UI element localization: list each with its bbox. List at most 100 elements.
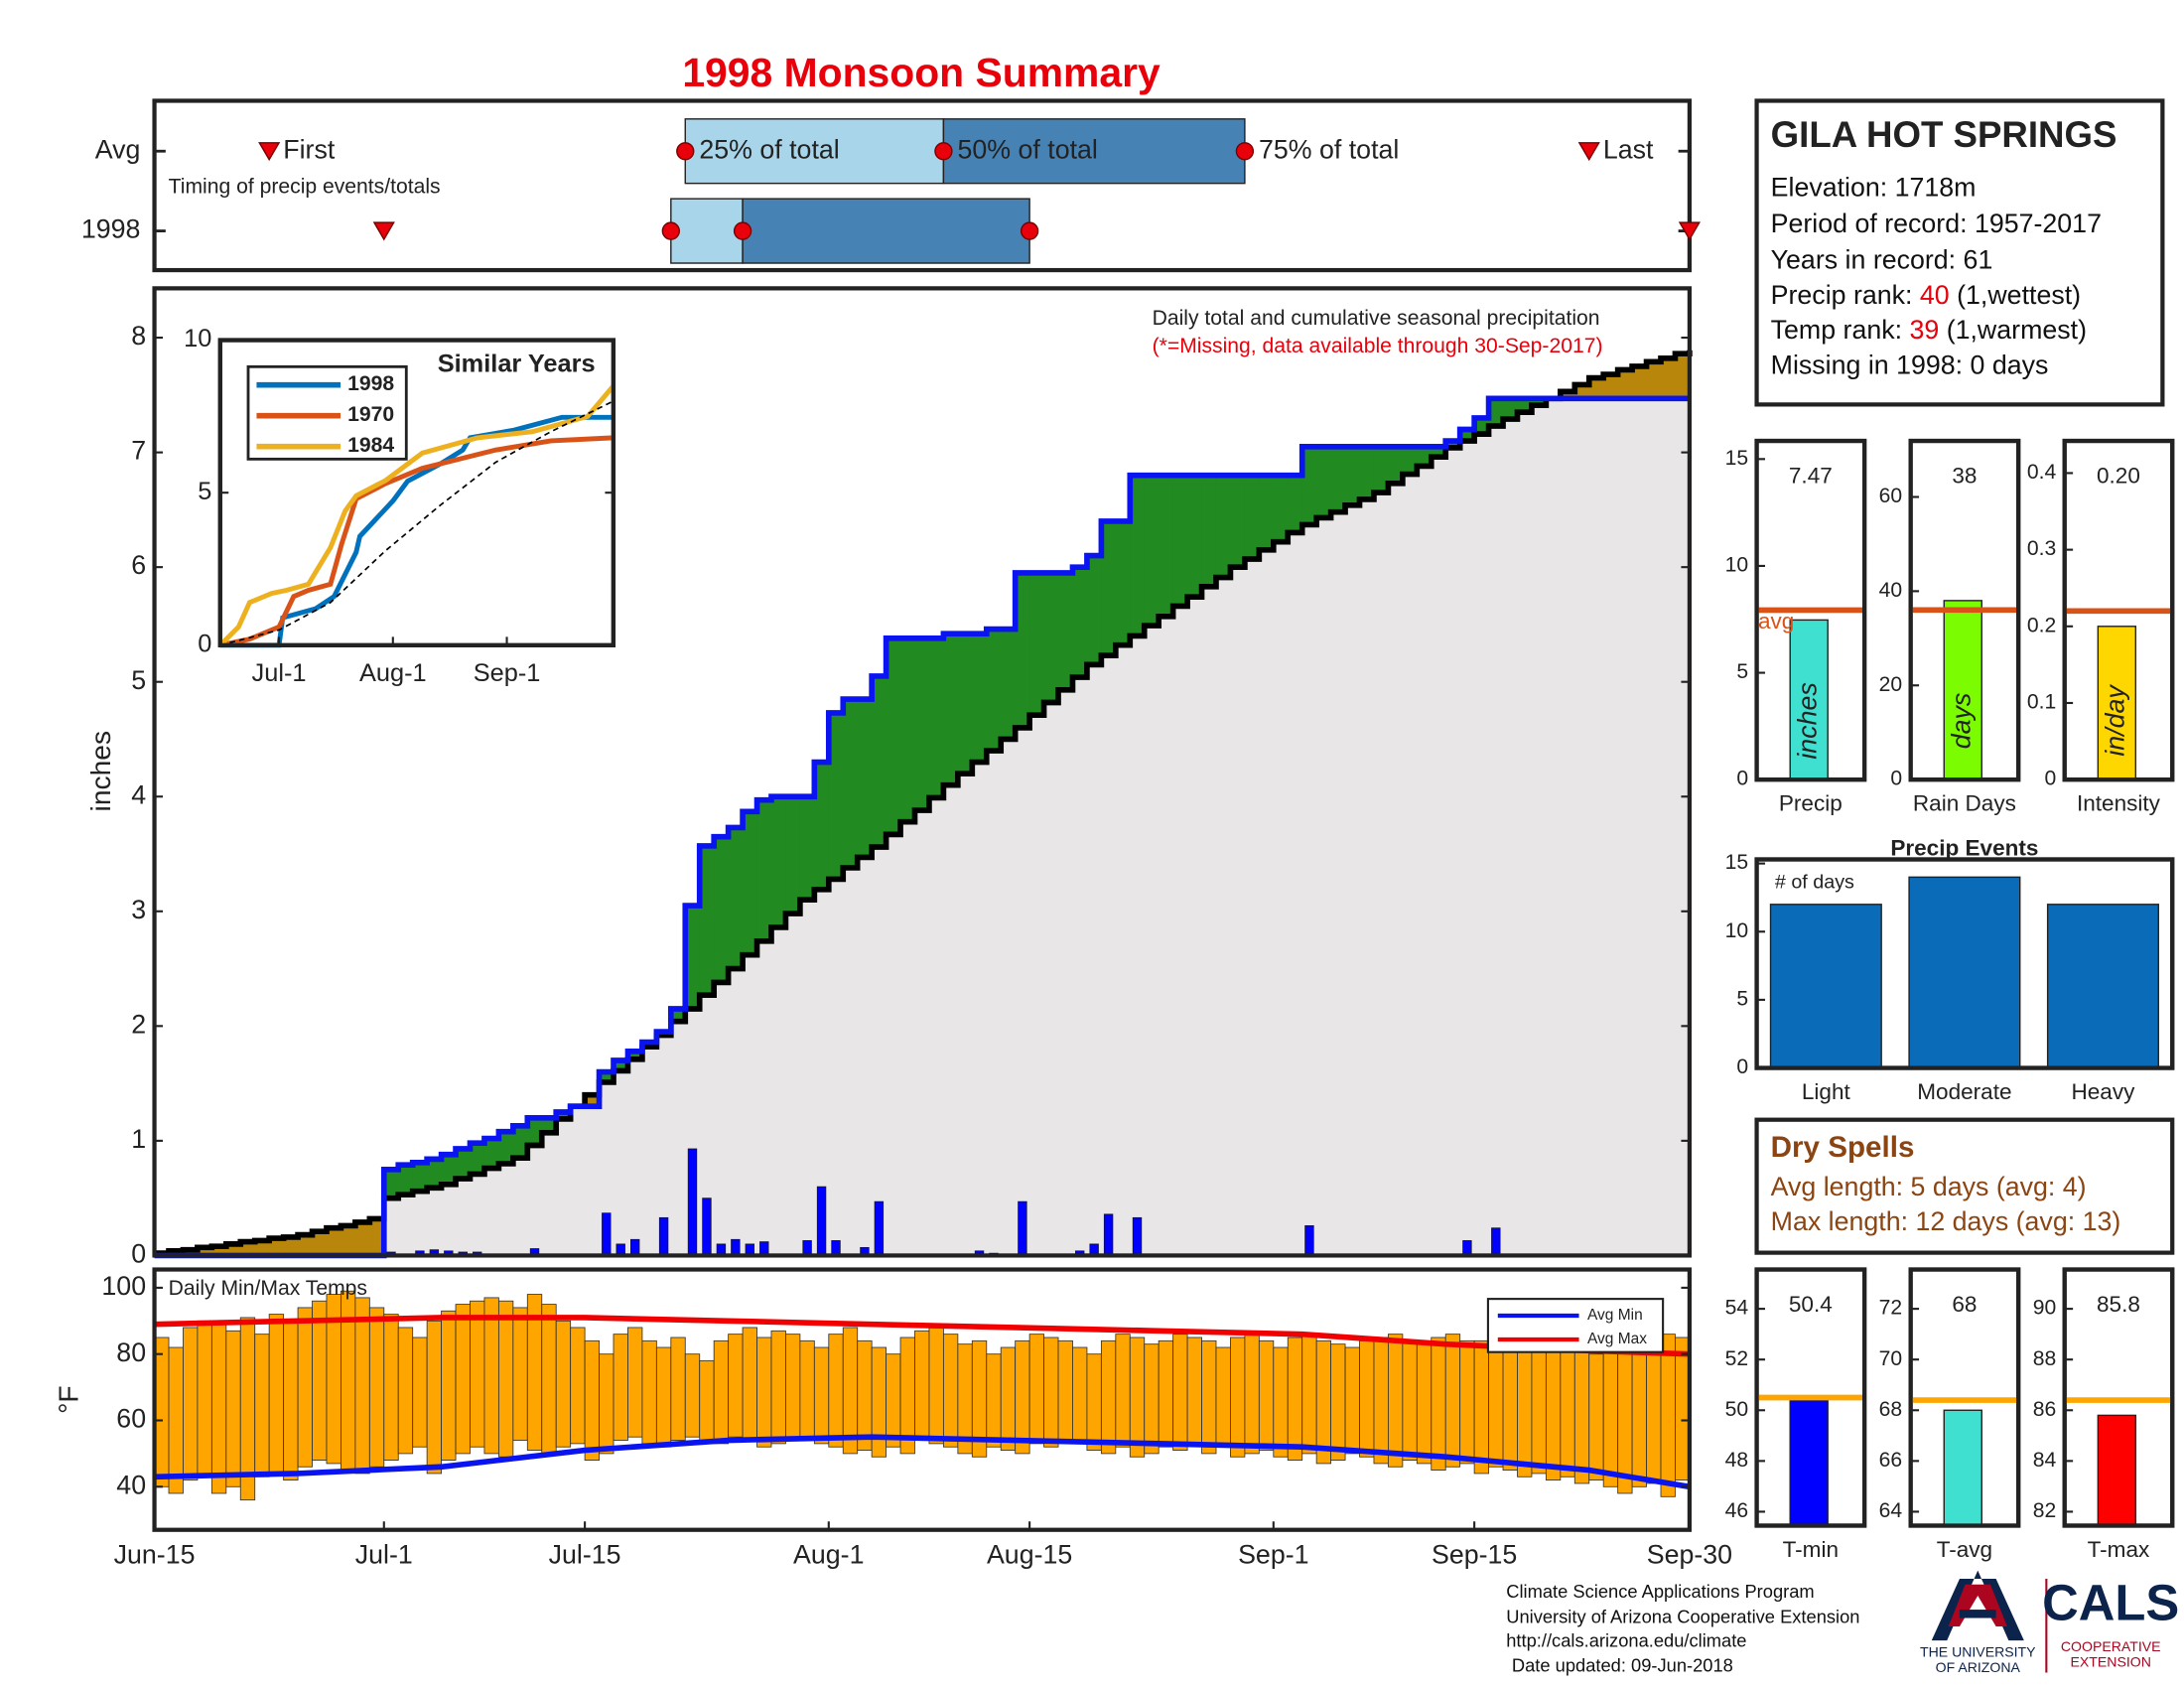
base-fill <box>1159 616 1174 1256</box>
base-fill <box>427 1188 443 1256</box>
cumulative-line <box>154 350 1693 1256</box>
unit-label: days <box>1946 693 1976 750</box>
plot-frame <box>1908 438 2021 782</box>
y-tick-label: 8 <box>131 321 146 351</box>
unit-label: inches <box>1792 682 1822 759</box>
y-tick-label: 5 <box>198 478 211 505</box>
base-fill <box>1058 689 1074 1256</box>
surplus-fill <box>1172 475 1188 607</box>
base-fill <box>1531 405 1548 1256</box>
avg-line <box>154 1434 1691 1490</box>
temp-bar <box>1201 1339 1217 1455</box>
y-tick-label: 5 <box>1736 660 1748 683</box>
timing-triangle <box>1678 221 1702 241</box>
base-fill <box>1187 597 1203 1256</box>
base-fill <box>1244 559 1261 1256</box>
legend-label: Avg Min <box>1587 1307 1643 1324</box>
base-fill <box>627 1058 643 1256</box>
daily-bar <box>731 1238 741 1256</box>
base-fill <box>828 879 845 1256</box>
station-box <box>1754 98 2165 407</box>
base-fill <box>1617 398 1633 1256</box>
temp-bar <box>483 1297 499 1455</box>
value-label: 50.4 <box>1789 1292 1833 1317</box>
temp-bar <box>497 1300 514 1458</box>
temp-bar <box>670 1336 686 1441</box>
plot-frame <box>152 286 1693 1258</box>
base-fill <box>1259 549 1275 1256</box>
dry-spells-line: Avg length: 5 days (avg: 4) <box>1771 1172 2087 1201</box>
timing-label: 75% of total <box>1259 134 1399 164</box>
base-fill <box>1445 447 1461 1256</box>
base-fill <box>1043 702 1059 1256</box>
temp-bar <box>441 1310 457 1461</box>
temp-bar <box>713 1339 730 1445</box>
timing-marker <box>733 221 752 240</box>
deficit-fill <box>1675 353 1691 399</box>
surplus-fill <box>1288 475 1303 533</box>
temp-bar <box>770 1330 786 1445</box>
surplus-fill <box>1431 446 1447 458</box>
chart-title: 1998 Monsoon Summary <box>682 50 1160 95</box>
base-fill <box>957 774 974 1256</box>
surplus-fill <box>799 796 816 901</box>
y-tick-label: 1 <box>131 1124 146 1154</box>
temp-bar <box>383 1314 399 1461</box>
surplus-fill <box>785 796 801 914</box>
base-fill <box>1215 577 1232 1256</box>
temp-bar <box>684 1353 701 1438</box>
surplus-fill <box>1144 475 1160 627</box>
temp-bar <box>1531 1339 1547 1475</box>
temp-bar <box>1144 1343 1160 1455</box>
surplus-fill <box>556 1111 572 1119</box>
rank-note: (1,warmest) <box>1947 315 2087 345</box>
logo-text: OF ARIZONA <box>1936 1659 2021 1675</box>
daily-bar <box>658 1216 669 1256</box>
x-tick-label: Aug-1 <box>359 659 427 687</box>
daily-bar <box>687 1148 698 1256</box>
bar <box>2046 904 2159 1069</box>
temp-bar <box>1000 1346 1017 1451</box>
temp-bar <box>828 1334 844 1448</box>
base-fill <box>1373 492 1390 1256</box>
bar <box>1943 600 1982 780</box>
surplus-fill <box>1244 475 1261 560</box>
deficit-fill <box>312 1231 328 1256</box>
x-tick-label: Jul-15 <box>549 1540 621 1570</box>
temp-bar <box>1646 1339 1662 1484</box>
surplus-fill <box>843 699 859 868</box>
similar-year-line <box>219 400 614 646</box>
temp-bar <box>1230 1336 1246 1458</box>
x-tick-label: Moderate <box>1917 1079 2011 1104</box>
temp-bar <box>1431 1336 1446 1472</box>
footer-line: Climate Science Applications Program <box>1506 1581 1814 1602</box>
y-tick-label: 64 <box>1879 1499 1903 1522</box>
surplus-fill <box>427 1159 443 1189</box>
base-fill <box>1588 398 1605 1256</box>
base-fill <box>1402 474 1419 1256</box>
temp-bar <box>297 1307 313 1468</box>
base-fill <box>1632 398 1648 1256</box>
daily-bar <box>602 1212 612 1256</box>
y-tick-label: 54 <box>1725 1297 1749 1320</box>
row-label: 1998 <box>81 214 141 244</box>
y-tick-label: 0.4 <box>2027 461 2057 484</box>
y-tick-label: 88 <box>2033 1347 2057 1370</box>
daily-bar <box>1132 1216 1143 1256</box>
surplus-fill <box>1015 572 1030 728</box>
y-tick-label: 40 <box>116 1470 146 1499</box>
temp-bar <box>283 1320 299 1481</box>
deficit-fill <box>326 1227 342 1256</box>
temp-bar <box>154 1336 170 1487</box>
y-tick-label: 50 <box>1725 1398 1748 1421</box>
temp-bar <box>455 1304 471 1455</box>
base-fill <box>599 1081 614 1256</box>
base-fill <box>541 1132 558 1256</box>
avg-label: avg <box>1758 609 1794 633</box>
surplus-fill <box>1388 446 1404 484</box>
temp-bar <box>1373 1336 1389 1465</box>
deficit-fill <box>354 1221 371 1256</box>
temp-bar <box>197 1320 212 1475</box>
y-tick-label: 10 <box>184 325 211 352</box>
base-fill <box>1230 567 1246 1256</box>
